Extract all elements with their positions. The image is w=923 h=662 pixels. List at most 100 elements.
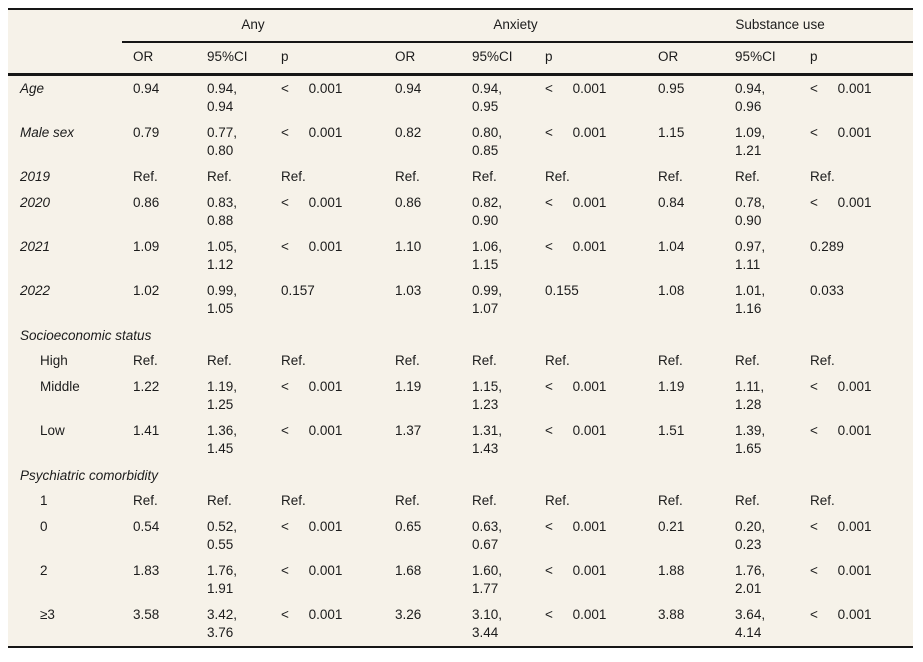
cell-p: 0.155 bbox=[545, 283, 579, 298]
cell-or: Ref. bbox=[658, 493, 683, 508]
row-label: High bbox=[40, 353, 68, 368]
cell-ci: 0.80, 0.85 bbox=[472, 125, 503, 158]
cell-or: Ref. bbox=[395, 493, 420, 508]
cell-or: 0.86 bbox=[395, 195, 422, 210]
cell-p: < 0.001 bbox=[810, 519, 872, 534]
row-label: 2020 bbox=[20, 195, 51, 210]
row-label: Middle bbox=[40, 379, 80, 394]
cell-or: 1.22 bbox=[133, 379, 160, 394]
cell-ci: 1.39, 1.65 bbox=[735, 423, 766, 456]
cell-or: 1.04 bbox=[658, 239, 685, 254]
cell-or: 1.02 bbox=[133, 283, 160, 298]
table-row: 0 0.54 0.52, 0.55 < 0.001 0.65 0.63, 0.67 < 0.… bbox=[8, 514, 913, 558]
cell-p: < 0.001 bbox=[281, 379, 343, 394]
cell-p: < 0.001 bbox=[545, 239, 607, 254]
cell-ci: 1.01, 1.16 bbox=[735, 283, 766, 316]
cell-p: < 0.001 bbox=[281, 607, 343, 622]
cell-or: 1.51 bbox=[658, 423, 685, 438]
cell-or: Ref. bbox=[133, 353, 158, 368]
cell-ci: 0.99, 1.05 bbox=[207, 283, 238, 316]
cell-p: < 0.001 bbox=[545, 423, 607, 438]
row-label: Age bbox=[20, 81, 45, 96]
table-row: 2 1.83 1.76, 1.91 < 0.001 1.68 1.60, 1.77 < 0.… bbox=[8, 558, 913, 602]
cell-or: 0.79 bbox=[133, 125, 160, 140]
cell-p: < 0.001 bbox=[281, 563, 343, 578]
cell-ci: 0.77, 0.80 bbox=[207, 125, 238, 158]
cell-ci: 0.99, 1.07 bbox=[472, 283, 503, 316]
results-table: Any Anxiety Substance use OR 95%CI p OR … bbox=[8, 8, 914, 648]
cell-p: < 0.001 bbox=[281, 239, 343, 254]
cell-p: Ref. bbox=[545, 169, 570, 184]
table-row: Age 0.94 0.94, 0.94 < 0.001 0.94 0.94, 0.95 < … bbox=[8, 75, 913, 121]
cell-or: Ref. bbox=[658, 169, 683, 184]
cell-p: Ref. bbox=[810, 169, 835, 184]
cell-p: 0.157 bbox=[281, 283, 315, 298]
cell-ci: 0.20, 0.23 bbox=[735, 519, 766, 552]
cell-ci: 1.11, 1.28 bbox=[735, 379, 765, 412]
cell-p: < 0.001 bbox=[545, 563, 607, 578]
cell-ci: 3.42, 3.76 bbox=[207, 607, 238, 640]
cell-ci: 1.15, 1.23 bbox=[472, 379, 503, 412]
cell-or: 0.95 bbox=[658, 81, 685, 96]
cell-p: < 0.001 bbox=[810, 423, 872, 438]
cell-or: 1.41 bbox=[133, 423, 160, 438]
cell-p: 0.289 bbox=[810, 239, 844, 254]
cell-or: 1.15 bbox=[658, 125, 685, 140]
cell-or: 0.82 bbox=[395, 125, 422, 140]
cell-or: Ref. bbox=[133, 169, 158, 184]
sub-header-p: p bbox=[534, 42, 648, 76]
paper-table-container: Any Anxiety Substance use OR 95%CI p OR … bbox=[8, 8, 914, 648]
cell-or: 0.65 bbox=[395, 519, 422, 534]
sub-header-ci: 95%CI bbox=[461, 42, 535, 76]
cell-ci: 1.31, 1.43 bbox=[472, 423, 503, 456]
cell-or: 1.10 bbox=[395, 239, 422, 254]
cell-or: 0.54 bbox=[133, 519, 160, 534]
cell-p: < 0.001 bbox=[810, 607, 872, 622]
table-header: Any Anxiety Substance use OR 95%CI p OR … bbox=[8, 9, 914, 76]
cell-p: < 0.001 bbox=[810, 195, 872, 210]
sub-header-p: p bbox=[270, 42, 385, 76]
cell-p: 0.033 bbox=[810, 283, 844, 298]
cell-p: < 0.001 bbox=[281, 519, 343, 534]
cell-p: < 0.001 bbox=[281, 423, 343, 438]
row-label: ≥3 bbox=[40, 607, 55, 622]
cell-p: < 0.001 bbox=[545, 195, 607, 210]
cell-ci: Ref. bbox=[207, 169, 232, 184]
cell-or: 1.83 bbox=[133, 563, 160, 578]
cell-ci: 0.94, 0.96 bbox=[735, 81, 766, 114]
cell-ci: 0.94, 0.95 bbox=[472, 81, 503, 114]
cell-or: 3.88 bbox=[658, 607, 685, 622]
sub-header-ci: 95%CI bbox=[196, 42, 270, 76]
row-label: 0 bbox=[40, 519, 48, 534]
corner-cell bbox=[8, 9, 122, 42]
cell-p: < 0.001 bbox=[281, 81, 343, 96]
table-row: 2022 1.02 0.99, 1.05 0.157 1.03 0.99, 1.07 0.1… bbox=[8, 278, 913, 322]
cell-ci: 1.05, 1.12 bbox=[207, 239, 238, 272]
row-label: 2 bbox=[40, 563, 48, 578]
cell-or: 3.26 bbox=[395, 607, 422, 622]
table-row: High Ref. Ref. Ref. Ref. Ref. Ref. Ref. Ref. Ref. bbox=[8, 348, 913, 374]
cell-ci: 0.82, 0.90 bbox=[472, 195, 503, 228]
cell-p: Ref. bbox=[810, 353, 835, 368]
section-label: Psychiatric comorbidity bbox=[20, 468, 159, 483]
cell-ci: 1.06, 1.15 bbox=[472, 239, 503, 272]
sub-header-or: OR bbox=[647, 42, 725, 76]
group-header-anxiety: Anxiety bbox=[384, 9, 648, 43]
group-header-substance-use: Substance use bbox=[647, 9, 914, 43]
cell-p: < 0.001 bbox=[281, 195, 343, 210]
cell-p: < 0.001 bbox=[810, 379, 872, 394]
table-body: Age 0.94 0.94, 0.94 < 0.001 0.94 0.94, 0.95 < … bbox=[8, 75, 913, 648]
cell-or: Ref. bbox=[395, 353, 420, 368]
table-row: 2021 1.09 1.05, 1.12 < 0.001 1.10 1.06, 1.15 <… bbox=[8, 234, 913, 278]
cell-ci: 1.60, 1.77 bbox=[472, 563, 503, 596]
cell-ci: 0.83, 0.88 bbox=[207, 195, 238, 228]
cell-ci: 3.64, 4.14 bbox=[735, 607, 766, 640]
cell-or: 0.84 bbox=[658, 195, 685, 210]
cell-p: < 0.001 bbox=[545, 519, 607, 534]
cell-p: < 0.001 bbox=[545, 125, 607, 140]
cell-ci: 0.94, 0.94 bbox=[207, 81, 238, 114]
cell-ci: 1.36, 1.45 bbox=[207, 423, 238, 456]
cell-p: < 0.001 bbox=[281, 125, 343, 140]
cell-p: < 0.001 bbox=[545, 607, 607, 622]
row-label: 2019 bbox=[20, 169, 51, 184]
